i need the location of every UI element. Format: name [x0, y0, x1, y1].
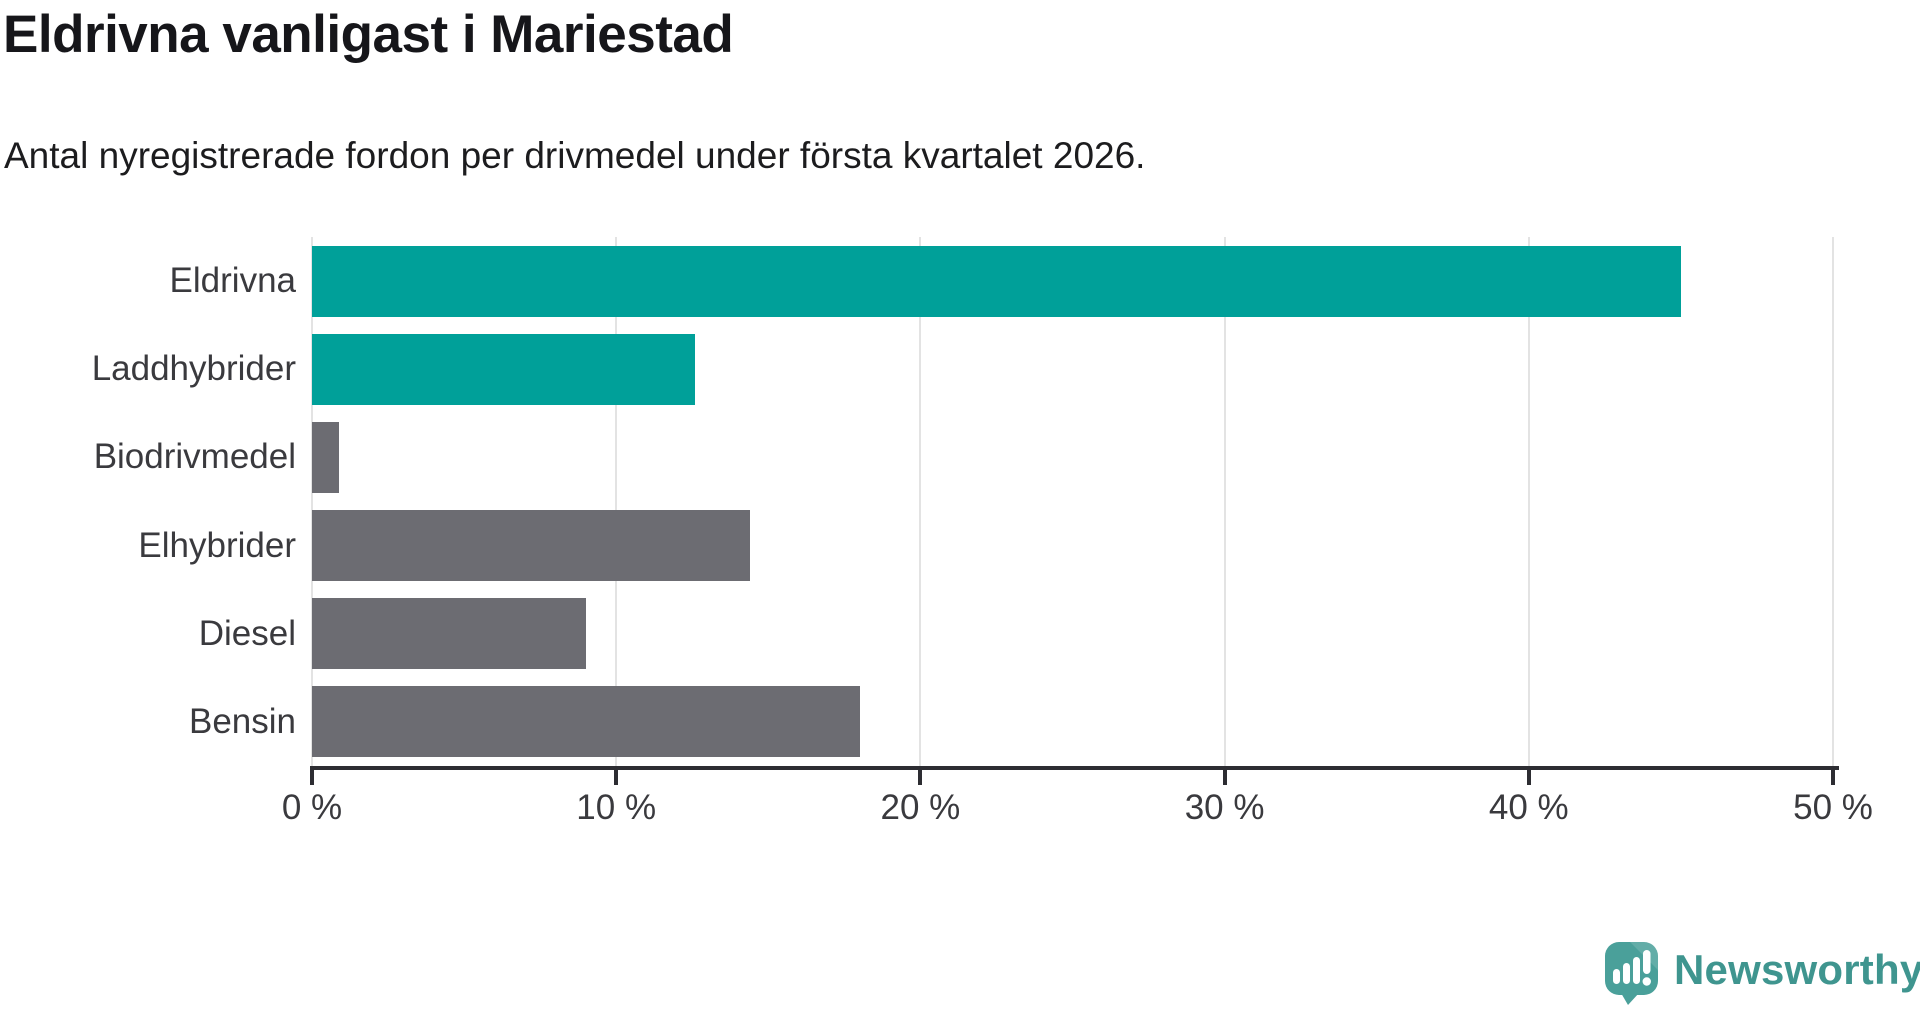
category-label: Elhybrider [138, 525, 296, 565]
category-labels: Eldrivna Laddhybrider Biodrivmedel Elhybrid… [0, 237, 296, 766]
x-axis-tick-label: 20 % [880, 788, 961, 827]
gridline [1832, 237, 1834, 766]
x-axis-tick-label: 30 % [1184, 788, 1265, 827]
gridline [1223, 237, 1226, 766]
x-axis-tick-label: 50 % [1793, 788, 1873, 827]
chart-subtitle: Antal nyregistrerade fordon per drivmede… [4, 135, 1146, 176]
x-axis-tick [310, 768, 314, 785]
x-axis-line [310, 766, 1839, 770]
newsworthy-logo-icon [1605, 942, 1658, 1005]
plot-area [311, 237, 1834, 766]
chart-title: Eldrivna vanligast i Mariestad [3, 5, 734, 64]
category-label: Eldrivna [169, 261, 296, 301]
newsworthy-logo: Newsworthy [1604, 941, 1920, 1005]
bar [312, 598, 586, 670]
newsworthy-wordmark: Newsworthy [1674, 946, 1920, 993]
category-label: Bensin [188, 701, 296, 741]
category-label: Biodrivmedel [93, 437, 296, 477]
gridline [311, 237, 313, 766]
x-axis-tick [1526, 768, 1531, 785]
bar [312, 245, 1681, 317]
bar [312, 510, 751, 582]
bar [312, 421, 340, 493]
x-axis-tick [614, 768, 619, 785]
x-axis-tick [1831, 768, 1835, 785]
gridline [919, 237, 922, 766]
x-axis-tick-label: 0 % [281, 788, 343, 827]
x-axis-tick-label: 40 % [1488, 788, 1569, 827]
gridline [1527, 237, 1530, 766]
bar [312, 333, 696, 405]
x-axis-tick [1222, 768, 1227, 785]
gridline [615, 237, 618, 766]
x-axis-tick [918, 768, 923, 785]
category-label: Diesel [198, 613, 296, 653]
x-axis-tick-label: 10 % [576, 788, 657, 827]
bar [312, 686, 860, 758]
category-label: Laddhybrider [91, 349, 296, 389]
